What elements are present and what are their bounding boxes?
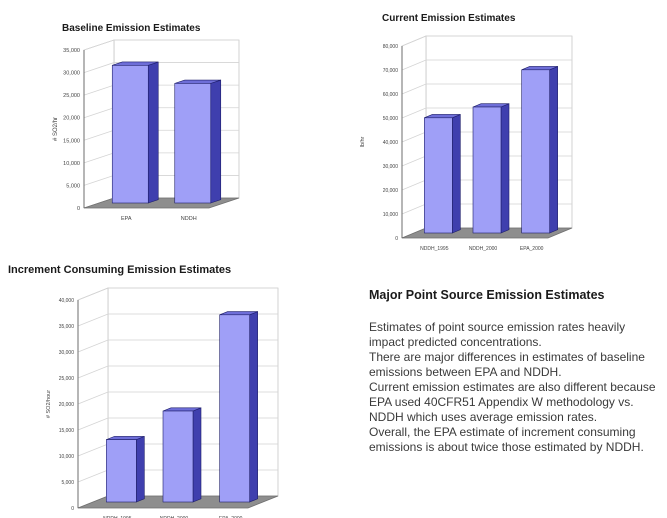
y-tick-label: 70,000 [383, 68, 399, 74]
x-tick-label: NDDH_1995 [420, 246, 449, 252]
x-tick-label: EPA_2000 [219, 516, 243, 518]
y-tick-label: 25,000 [63, 93, 80, 99]
panel-heading: Major Point Source Emission Estimates [369, 288, 605, 302]
y-tick-label: 30,000 [383, 164, 399, 170]
y-tick-label: 40,000 [59, 298, 75, 304]
y-tick-label: 20,000 [59, 402, 75, 408]
x-tick-label: NDDH_2000 [469, 246, 498, 252]
panel-paragraph: There are major differences in estimates… [369, 350, 645, 379]
panel-paragraph: Estimates of point source emission rates… [369, 320, 626, 349]
panel-body: Estimates of point source emission rates… [369, 320, 661, 455]
gridline [401, 35, 572, 47]
y-tick-label: 0 [395, 236, 398, 242]
bar [424, 117, 453, 234]
y-axis-label: lb/hr [360, 136, 366, 147]
y-tick-label: 15,000 [59, 428, 75, 434]
bar [111, 65, 149, 204]
y-tick-label: 80,000 [383, 44, 399, 50]
y-tick-label: 40,000 [383, 140, 399, 146]
bar-side [136, 435, 145, 503]
chart-title-current: Current Emission Estimates [382, 13, 516, 24]
text-panel: Major Point Source Emission Estimates Es… [369, 288, 661, 455]
y-tick-label: 20,000 [63, 116, 80, 122]
gridline [83, 39, 239, 51]
gridline [401, 59, 572, 71]
bar [174, 83, 212, 204]
y-tick-label: 50,000 [383, 116, 399, 122]
y-tick-label: 15,000 [63, 138, 80, 144]
bar [106, 439, 137, 503]
y-axis-label: # SO2/hr [53, 117, 59, 141]
gridline [77, 287, 278, 301]
y-tick-label: 35,000 [63, 48, 80, 54]
y-tick-label: 10,000 [63, 161, 80, 167]
bar-side [192, 407, 202, 503]
bar [162, 410, 194, 503]
y-tick-label: 0 [77, 206, 80, 212]
x-tick-label: NDDH [181, 216, 197, 222]
y-axis-label: # SO2/hour [46, 390, 52, 418]
chart-title-baseline: Baseline Emission Estimates [62, 23, 201, 34]
bar-side [249, 311, 258, 503]
panel-paragraph: Current emission estimates are also diff… [369, 380, 656, 424]
y-tick-label: 10,000 [383, 212, 399, 218]
gridline [83, 62, 239, 73]
y-tick-label: 35,000 [59, 324, 75, 330]
y-tick-label: 0 [71, 506, 74, 512]
bar [521, 69, 550, 234]
x-tick-label: EPA [121, 216, 132, 222]
y-tick-label: 5,000 [66, 183, 80, 189]
y-tick-label: 20,000 [383, 188, 399, 194]
y-tick-label: 30,000 [63, 71, 80, 77]
y-tick-label: 60,000 [383, 92, 399, 98]
x-tick-label: NDDH_2000 [160, 516, 189, 518]
x-tick-label: NDDH_1995 [103, 516, 132, 518]
bar [472, 106, 502, 234]
bar [219, 314, 250, 503]
y-tick-label: 30,000 [59, 350, 75, 356]
chart-title-increment: Increment Consuming Emission Estimates [8, 264, 232, 276]
y-tick-label: 10,000 [59, 454, 75, 460]
panel-paragraph: Overall, the EPA estimate of increment c… [369, 425, 644, 454]
y-tick-label: 25,000 [59, 376, 75, 382]
y-tick-label: 5,000 [61, 480, 74, 486]
x-tick-label: EPA_2000 [520, 246, 544, 252]
